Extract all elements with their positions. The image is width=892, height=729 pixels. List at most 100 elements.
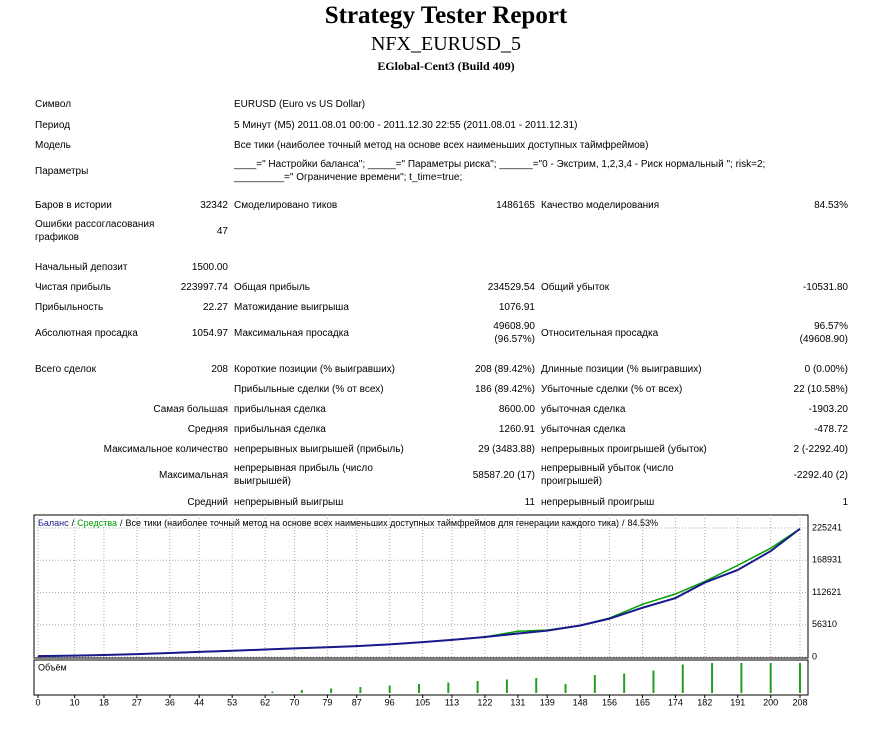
row-label: Максимальная (158, 469, 228, 481)
row-label: Период (35, 119, 71, 131)
x-tick-label: 182 (697, 697, 712, 707)
chart-frame (33, 514, 809, 659)
y-tick-label: 56310 (812, 619, 837, 629)
row-label: Короткие позиции (% выигравших) (234, 363, 395, 375)
row-value: 1 (842, 496, 848, 508)
x-tick-label: 27 (132, 697, 142, 707)
row-value: -1903.20 (808, 403, 848, 415)
row-label: Относительная просадка (541, 327, 659, 339)
row-value: -10531.80 (802, 281, 848, 293)
row-label: прибыльная сделка (234, 423, 326, 435)
row-label: Самая большая (153, 403, 228, 415)
row-label: Максимальная просадка (234, 327, 349, 339)
x-tick-label: 139 (540, 697, 555, 707)
chart-caption: Баланс / Средства / Все тики (наиболее точны… (38, 518, 658, 528)
row-label: непрерывный проигрыш (541, 496, 655, 508)
row-value: 208 (89.42%) (474, 363, 535, 375)
row-value: 0 (0.00%) (804, 363, 848, 375)
row-label: убыточная сделка (541, 403, 626, 415)
quality: 84.53% (628, 518, 659, 528)
row-label: Всего сделок (35, 363, 96, 375)
row-value: 208 (211, 363, 228, 375)
row-label: Абсолютная просадка (35, 327, 138, 339)
x-tick-label: 0 (35, 697, 40, 707)
row-label: прибыльная сделка (234, 403, 326, 415)
volume-label: Объём (38, 662, 67, 672)
row-value: 22 (10.58%) (793, 383, 848, 395)
x-tick-label: 18 (99, 697, 109, 707)
separator: / (72, 518, 75, 528)
x-tick-label: 79 (322, 697, 332, 707)
row-value: -2292.40 (2) (793, 469, 848, 481)
row-value: 223997.74 (180, 281, 228, 293)
x-tick-label: 70 (289, 697, 299, 707)
row-label: Баров в истории (35, 199, 112, 211)
row-label: Общая прибыль (234, 281, 311, 293)
row-value: 1076.91 (498, 301, 535, 313)
row-value: 58587.20 (17) (472, 469, 535, 481)
row-value: 84.53% (814, 199, 848, 211)
row-label: Средняя (187, 423, 228, 435)
y-tick-label: 168931 (812, 555, 842, 565)
row-label: Модель (35, 139, 71, 151)
x-tick-label: 208 (792, 697, 807, 707)
row-value: 96.57% (49608.90) (799, 321, 848, 345)
row-label: Общий убыток (541, 281, 610, 293)
row-value: 1486165 (496, 199, 535, 211)
row-value: -478.72 (814, 423, 848, 435)
row-label: Средний (187, 496, 228, 508)
x-tick-label: 62 (260, 697, 270, 707)
x-tick-label: 174 (668, 697, 683, 707)
row-label: Начальный депозит (35, 261, 128, 273)
row-label: непрерывных выигрышей (прибыль) (234, 443, 404, 455)
x-tick-label: 53 (227, 697, 237, 707)
title: Strategy Tester Report (324, 2, 568, 29)
separator: / (120, 518, 123, 528)
row-text: ____=" Настройки баланса"; _____=" Парам… (234, 159, 766, 183)
separator: / (622, 518, 625, 528)
row-label: Символ (35, 98, 72, 110)
legend-balance: Баланс (38, 518, 69, 528)
row-value: 11 (524, 496, 535, 508)
row-label: убыточная сделка (541, 423, 626, 435)
plot: 0 56310 112621 168931 225241 0 10 18 27 36 44 53 62 7… (34, 515, 842, 707)
x-tick-label: 131 (510, 697, 525, 707)
row-value: 186 (89.42%) (474, 383, 535, 395)
row-text: 5 Минут (M5) 2011.08.01 00:00 - 2011.12.… (234, 119, 578, 131)
volume-frame (33, 659, 809, 696)
y-tick-label: 225241 (812, 522, 842, 532)
row-label: Максимальное количество (103, 443, 228, 455)
x-tick-label: 96 (385, 697, 395, 707)
subtitle: NFX_EURUSD_5 (370, 33, 522, 55)
row-value: 2 (-2292.40) (793, 443, 848, 455)
row-label: Параметры (35, 165, 89, 177)
row-value: 22.27 (202, 301, 228, 313)
row-label: Прибыльность (35, 301, 104, 313)
x-tick-label: 122 (477, 697, 492, 707)
row-value: 8600.00 (498, 403, 535, 415)
row-label: Прибыльные сделки (% от всех) (234, 383, 384, 395)
row-value: 47 (216, 225, 228, 237)
x-tick-label: 200 (763, 697, 778, 707)
row-label: Длинные позиции (% выигравших) (541, 363, 702, 375)
legend-equity: Средства (77, 518, 117, 528)
y-tick-label: 112621 (812, 587, 841, 597)
x-tick-label: 10 (70, 697, 80, 707)
row-value: 32342 (200, 199, 228, 211)
row-label: Чистая прибыль (35, 281, 111, 293)
chart-subtitle: Все тики (наиболее точный метод на основ… (126, 518, 619, 528)
row-label: Качество моделирования (541, 199, 660, 211)
row-label: Ошибки рассогласования графиков (35, 219, 155, 243)
row-value: 234529.54 (487, 281, 535, 293)
row-label: Смоделировано тиков (234, 199, 338, 211)
x-tick-label: 105 (415, 697, 430, 707)
row-value: 1500.00 (191, 261, 228, 273)
x-tick-label: 156 (602, 697, 617, 707)
y-tick-label: 0 (812, 651, 817, 661)
row-label: Убыточные сделки (% от всех) (541, 383, 683, 395)
x-tick-label: 148 (573, 697, 588, 707)
row-label: непрерывный выигрыш (234, 496, 344, 508)
x-tick-label: 165 (635, 697, 650, 707)
